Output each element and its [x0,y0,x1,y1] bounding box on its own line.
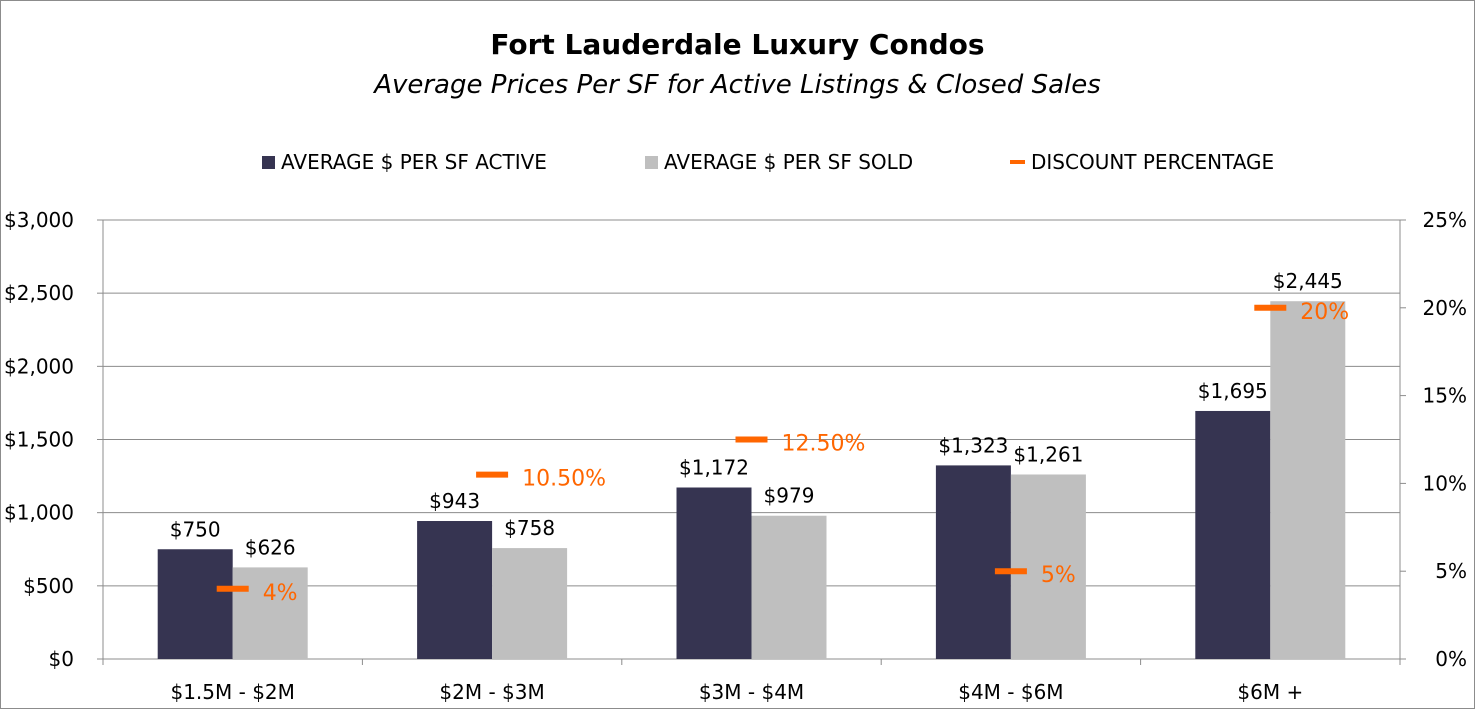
legend-item-active: AVERAGE $ PER SF ACTIVE [262,150,547,174]
legend-label-discount: DISCOUNT PERCENTAGE [1031,150,1275,174]
data-label-active: $750 [170,517,221,541]
y-right-tick-label: 10% [1423,471,1467,495]
y-right-tick-label: 25% [1423,208,1467,232]
legend-dash-discount [1010,160,1025,164]
legend-item-sold: AVERAGE $ PER SF SOLD [645,150,913,174]
data-label-sold: $758 [504,516,555,540]
y-left-tick-label: $2,000 [4,354,74,378]
y-left-tick-label: $500 [23,574,74,598]
legend-label-active: AVERAGE $ PER SF ACTIVE [281,150,547,174]
bar-sold [232,567,308,659]
data-label-sold: $626 [245,535,296,559]
bar-sold [1270,301,1346,659]
data-label-active: $1,695 [1198,379,1268,403]
y-left-tick-label: $3,000 [4,208,74,232]
y-right-tick-label: 15% [1423,384,1467,408]
discount-label: 4% [263,581,298,606]
data-label-active: $1,323 [938,433,1008,457]
x-tick-label: $6M + [1237,680,1303,704]
y-right-tick-label: 20% [1423,296,1467,320]
legend-item-discount: DISCOUNT PERCENTAGE [1010,150,1274,174]
bar-sold [1010,474,1086,659]
x-tick-label: $3M - $4M [699,680,804,704]
x-tick-label: $1.5M - $2M [170,680,294,704]
discount-label: 5% [1041,563,1076,588]
data-label-sold: $979 [764,484,815,508]
legend: AVERAGE $ PER SF ACTIVE AVERAGE $ PER SF… [0,150,1475,180]
legend-swatch-sold [645,155,658,169]
y-left-tick-label: $2,500 [4,281,74,305]
y-left-tick-label: $0 [49,647,74,671]
bar-active [676,487,752,659]
bar-active [1195,410,1271,659]
data-label-sold: $2,445 [1273,269,1343,293]
legend-label-sold: AVERAGE $ PER SF SOLD [664,150,914,174]
discount-label: 10.50% [522,467,606,492]
bar-active [417,521,493,659]
data-label-active: $943 [429,489,480,513]
data-label-active: $1,172 [679,455,749,479]
y-right-tick-label: 0% [1435,647,1467,671]
y-right-tick-label: 5% [1435,559,1467,583]
legend-swatch-active [262,155,275,169]
bar-sold [492,548,568,659]
chart-subtitle: Average Prices Per SF for Active Listing… [374,70,1101,100]
discount-label: 20% [1300,300,1349,325]
bar-sold [751,515,827,659]
y-left-tick-label: $1,000 [4,501,74,525]
y-left-tick-label: $1,500 [4,428,74,452]
chart-title: Fort Lauderdale Luxury Condos [490,28,985,61]
x-tick-label: $4M - $6M [958,680,1063,704]
discount-label: 12.50% [782,432,866,457]
data-label-sold: $1,261 [1013,442,1083,466]
x-tick-label: $2M - $3M [439,680,544,704]
bar-active [157,549,233,659]
bar-active [935,465,1011,659]
